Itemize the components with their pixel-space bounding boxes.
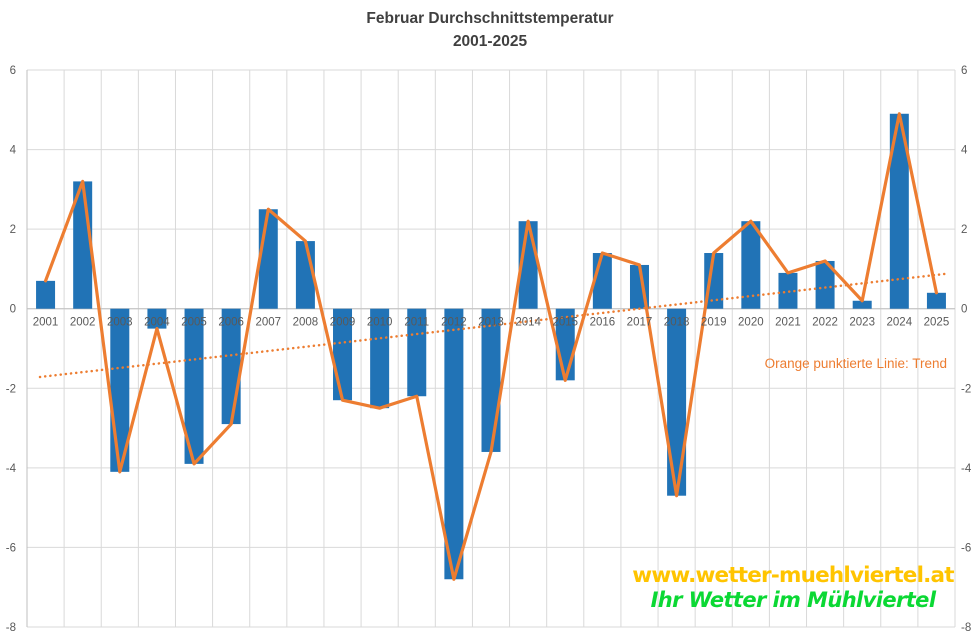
bar-2019 xyxy=(704,253,724,309)
bar-2005 xyxy=(184,308,204,464)
x-tick-label-2019: 2019 xyxy=(701,317,727,329)
bar-2004 xyxy=(147,308,167,329)
bar-2010 xyxy=(370,308,390,409)
x-tick-label-2017: 2017 xyxy=(627,317,653,329)
chart-title-line1: Februar Durchschnittstemperatur xyxy=(366,10,614,27)
x-tick-label-2008: 2008 xyxy=(293,317,319,329)
x-tick-label-2014: 2014 xyxy=(515,317,541,329)
x-tick-label-2011: 2011 xyxy=(404,317,429,329)
trend-line xyxy=(38,272,949,379)
bar-2007 xyxy=(258,209,278,309)
y-tick-label-right: 0 xyxy=(961,304,967,316)
x-tick-label-2020: 2020 xyxy=(738,317,764,329)
trend-annotation: Orange punktierte Linie: Trend xyxy=(764,356,947,371)
x-tick-label-2024: 2024 xyxy=(887,317,913,329)
x-tick-label-2006: 2006 xyxy=(218,317,244,329)
x-tick-label-2004: 2004 xyxy=(144,317,170,329)
y-tick-label-left: -8 xyxy=(6,622,16,634)
x-tick-labels: 2001 2002 2003 2004 2005 2006 2007 2008 2009 2010… xyxy=(33,317,949,329)
y-tick-label-left: -6 xyxy=(6,542,16,554)
bar-2018 xyxy=(667,308,687,496)
watermark-slogan: Ihr Wetter im Mühlviertel xyxy=(650,588,936,612)
x-tick-label-2012: 2012 xyxy=(441,317,467,329)
y-tick-label-left: 4 xyxy=(10,145,17,157)
chart-title: Februar Durchschnittstemperatur 2001-202… xyxy=(0,7,980,53)
bar-2021 xyxy=(778,272,798,309)
y-tick-label-left: 0 xyxy=(10,304,16,316)
bar-2022 xyxy=(815,260,835,309)
chart-title-line2: 2001-2025 xyxy=(452,33,528,50)
x-tick-label-2022: 2022 xyxy=(812,317,838,329)
temperature-line xyxy=(43,112,939,581)
x-tick-label-2023: 2023 xyxy=(849,317,875,329)
x-tick-label-2003: 2003 xyxy=(107,317,133,329)
y-tick-labels: 6 6 4 4 2 2 0 0 -2 -2 -4 -4 -6 -6 -8 -8 xyxy=(6,65,972,634)
watermark-url: www.wetter-muehlviertel.at xyxy=(632,563,954,588)
x-tick-label-2018: 2018 xyxy=(664,317,690,329)
x-tick-label-2001: 2001 xyxy=(33,317,59,329)
y-tick-label-right: 4 xyxy=(961,145,968,157)
x-tick-label-2015: 2015 xyxy=(552,317,578,329)
y-tick-label-right: -2 xyxy=(961,383,971,395)
y-tick-label-left: -2 xyxy=(6,383,16,395)
x-tick-label-2009: 2009 xyxy=(330,317,356,329)
x-tick-label-2010: 2010 xyxy=(367,317,393,329)
x-tick-label-2007: 2007 xyxy=(255,317,281,329)
x-tick-label-2021: 2021 xyxy=(775,317,801,329)
watermark: www.wetter-muehlviertel.at Ihr Wetter im… xyxy=(613,563,973,613)
y-tick-label-right: -4 xyxy=(961,463,972,475)
x-tick-label-2025: 2025 xyxy=(924,317,950,329)
bar-2023 xyxy=(852,300,872,309)
y-tick-label-right: -6 xyxy=(961,542,971,554)
bar-2001 xyxy=(36,280,56,309)
bar-2013 xyxy=(481,308,501,452)
x-tick-label-2005: 2005 xyxy=(181,317,207,329)
y-tick-label-right: 6 xyxy=(961,65,967,77)
x-tick-label-2002: 2002 xyxy=(70,317,96,329)
x-tick-label-2013: 2013 xyxy=(478,317,504,329)
y-tick-label-left: 6 xyxy=(10,65,16,77)
bar-2012 xyxy=(444,308,464,580)
bar-2024 xyxy=(889,113,909,309)
y-tick-label-left: -4 xyxy=(6,463,17,475)
y-tick-label-right: -8 xyxy=(961,622,971,634)
y-tick-label-right: 2 xyxy=(961,224,967,236)
bar-2025 xyxy=(926,292,946,309)
y-tick-label-left: 2 xyxy=(10,224,16,236)
bar-2011 xyxy=(407,308,427,397)
bar-2020 xyxy=(741,221,761,309)
x-tick-label-2016: 2016 xyxy=(590,317,616,329)
bar-series xyxy=(36,113,946,580)
